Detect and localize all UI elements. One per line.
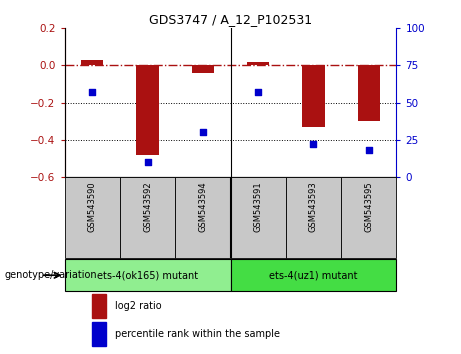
Bar bbox=[65, 177, 120, 258]
Text: GSM543591: GSM543591 bbox=[254, 181, 263, 232]
Bar bbox=[358, 65, 380, 121]
Bar bbox=[81, 60, 103, 65]
Bar bbox=[286, 177, 341, 258]
Text: GSM543592: GSM543592 bbox=[143, 181, 152, 232]
Bar bbox=[302, 65, 325, 127]
Text: ets-4(uz1) mutant: ets-4(uz1) mutant bbox=[269, 270, 358, 280]
Bar bbox=[92, 322, 106, 346]
Title: GDS3747 / A_12_P102531: GDS3747 / A_12_P102531 bbox=[149, 13, 312, 26]
Bar bbox=[136, 65, 159, 155]
Text: log2 ratio: log2 ratio bbox=[115, 301, 162, 311]
Bar bbox=[92, 294, 106, 318]
Point bbox=[144, 159, 151, 165]
Bar bbox=[230, 177, 286, 258]
Text: GSM543594: GSM543594 bbox=[198, 181, 207, 232]
Point bbox=[89, 90, 96, 95]
Point bbox=[254, 90, 262, 95]
Bar bbox=[230, 259, 396, 291]
Text: ets-4(ok165) mutant: ets-4(ok165) mutant bbox=[97, 270, 198, 280]
Text: genotype/variation: genotype/variation bbox=[5, 270, 97, 280]
Bar bbox=[341, 177, 396, 258]
Bar bbox=[247, 62, 269, 65]
Point bbox=[199, 130, 207, 135]
Bar bbox=[175, 177, 230, 258]
Bar bbox=[120, 177, 175, 258]
Text: percentile rank within the sample: percentile rank within the sample bbox=[115, 329, 280, 339]
Text: GSM543590: GSM543590 bbox=[88, 181, 97, 232]
Point bbox=[310, 142, 317, 147]
Bar bbox=[192, 65, 214, 73]
Point bbox=[365, 147, 372, 153]
Text: GSM543595: GSM543595 bbox=[364, 181, 373, 232]
Bar bbox=[65, 259, 230, 291]
Text: GSM543593: GSM543593 bbox=[309, 181, 318, 232]
